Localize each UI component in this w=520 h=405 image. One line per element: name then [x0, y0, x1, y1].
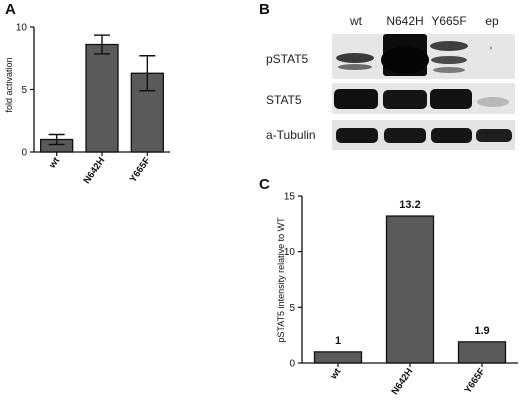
panel-letter-b: B [259, 1, 270, 18]
panel-letter-c: C [259, 176, 270, 193]
blot-lane-label: N642H [386, 14, 423, 28]
blot-lane-label: Y665F [431, 14, 466, 28]
chartC-category-label: wt [328, 366, 344, 382]
chartC-ytick-label: 15 [284, 192, 296, 203]
blot-bands-stat5 [334, 89, 509, 109]
blot-lane-labels: wt N642H Y665F ep [349, 14, 499, 28]
blot-row-labels: pSTAT5 STAT5 a-Tubulin [266, 52, 316, 142]
chartA-ytick-label: 10 [16, 23, 28, 34]
blot-row-label: STAT5 [266, 93, 302, 107]
chartC-bar [385, 215, 435, 364]
chartA-category-label: Y665F [128, 155, 153, 184]
panel-letter-a: A [5, 1, 16, 18]
chartC-bar [313, 351, 363, 364]
blot-lane-label: wt [349, 14, 363, 28]
chart-a: fold activation 0 5 10 wt N642H Y665F [4, 23, 170, 186]
chartC-category-label: N642H [389, 366, 415, 397]
chart-c-bars [313, 215, 507, 364]
blot-row-label: pSTAT5 [266, 52, 309, 66]
blot-lane-label: ep [485, 14, 499, 28]
chart-c-data-labels: 1 13.2 1.9 [335, 199, 490, 347]
chartA-category-label: wt [46, 155, 62, 171]
chartC-category-label: Y665F [462, 366, 487, 395]
chartC-data-label: 1.9 [474, 325, 489, 337]
chartC-bar [457, 341, 507, 364]
western-blot: wt N642H Y665F ep pSTAT5 STAT5 a-Tubulin [266, 14, 515, 150]
chartA-category-label: N642H [81, 155, 107, 186]
blot-row-label: a-Tubulin [266, 128, 316, 142]
chart-a-category-labels: wt N642H Y665F [46, 155, 152, 186]
chart-c: pSTAT5 intensity relative to WT 1 13.2 1.9… [276, 192, 518, 397]
chart-a-ylabel: fold activation [4, 57, 14, 112]
chart-a-bars [40, 43, 164, 153]
chart-c-category-labels: wt N642H Y665F [328, 366, 488, 397]
chartC-data-label: 1 [335, 335, 341, 347]
chart-a-tick-labels: 0 5 10 [16, 23, 28, 159]
blot-bands-tubulin [336, 128, 512, 143]
chartC-ytick-label: 0 [289, 359, 295, 370]
chart-a-error-bars [48, 34, 156, 146]
chartC-ytick-label: 10 [284, 247, 296, 258]
blot-bands-pstat5 [336, 34, 493, 76]
chartA-bar [85, 43, 119, 153]
chartA-ytick-label: 5 [21, 85, 27, 96]
chartC-data-label: 13.2 [399, 199, 420, 211]
chart-c-tick-labels: 0 5 10 15 [284, 192, 296, 370]
chartC-ytick-label: 5 [289, 303, 295, 314]
chart-c-ylabel: pSTAT5 intensity relative to WT [276, 217, 286, 343]
chartA-ytick-label: 0 [21, 148, 27, 159]
